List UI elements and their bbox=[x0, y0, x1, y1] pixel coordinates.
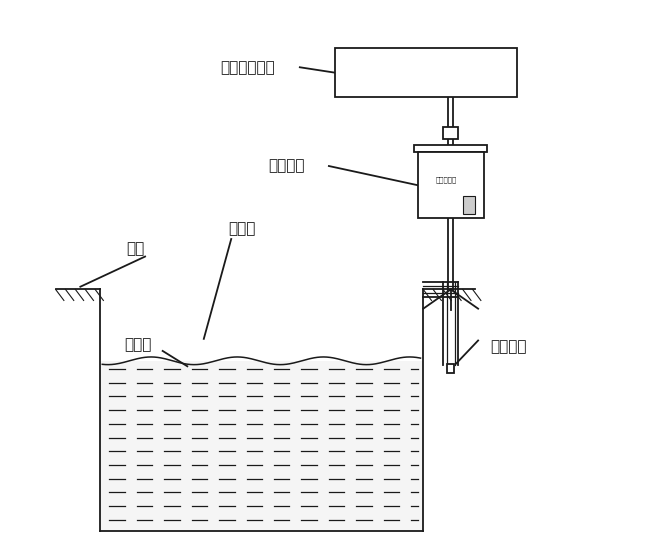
Text: 水质监测仪: 水质监测仪 bbox=[435, 177, 457, 183]
Text: 抱杆安装: 抱杆安装 bbox=[268, 159, 304, 174]
Text: 地面: 地面 bbox=[126, 241, 144, 256]
Text: 风光互补供电: 风光互补供电 bbox=[220, 60, 275, 75]
Bar bbox=[463, 196, 475, 214]
Bar bbox=[418, 152, 484, 218]
Text: 水质探头: 水质探头 bbox=[490, 340, 526, 355]
Bar bbox=[99, 361, 423, 531]
Bar bbox=[414, 145, 487, 152]
Bar bbox=[443, 126, 458, 139]
Text: 供水池: 供水池 bbox=[228, 222, 256, 237]
Bar bbox=[336, 48, 517, 97]
Text: 自来水: 自来水 bbox=[124, 337, 152, 352]
Bar bbox=[447, 364, 454, 373]
